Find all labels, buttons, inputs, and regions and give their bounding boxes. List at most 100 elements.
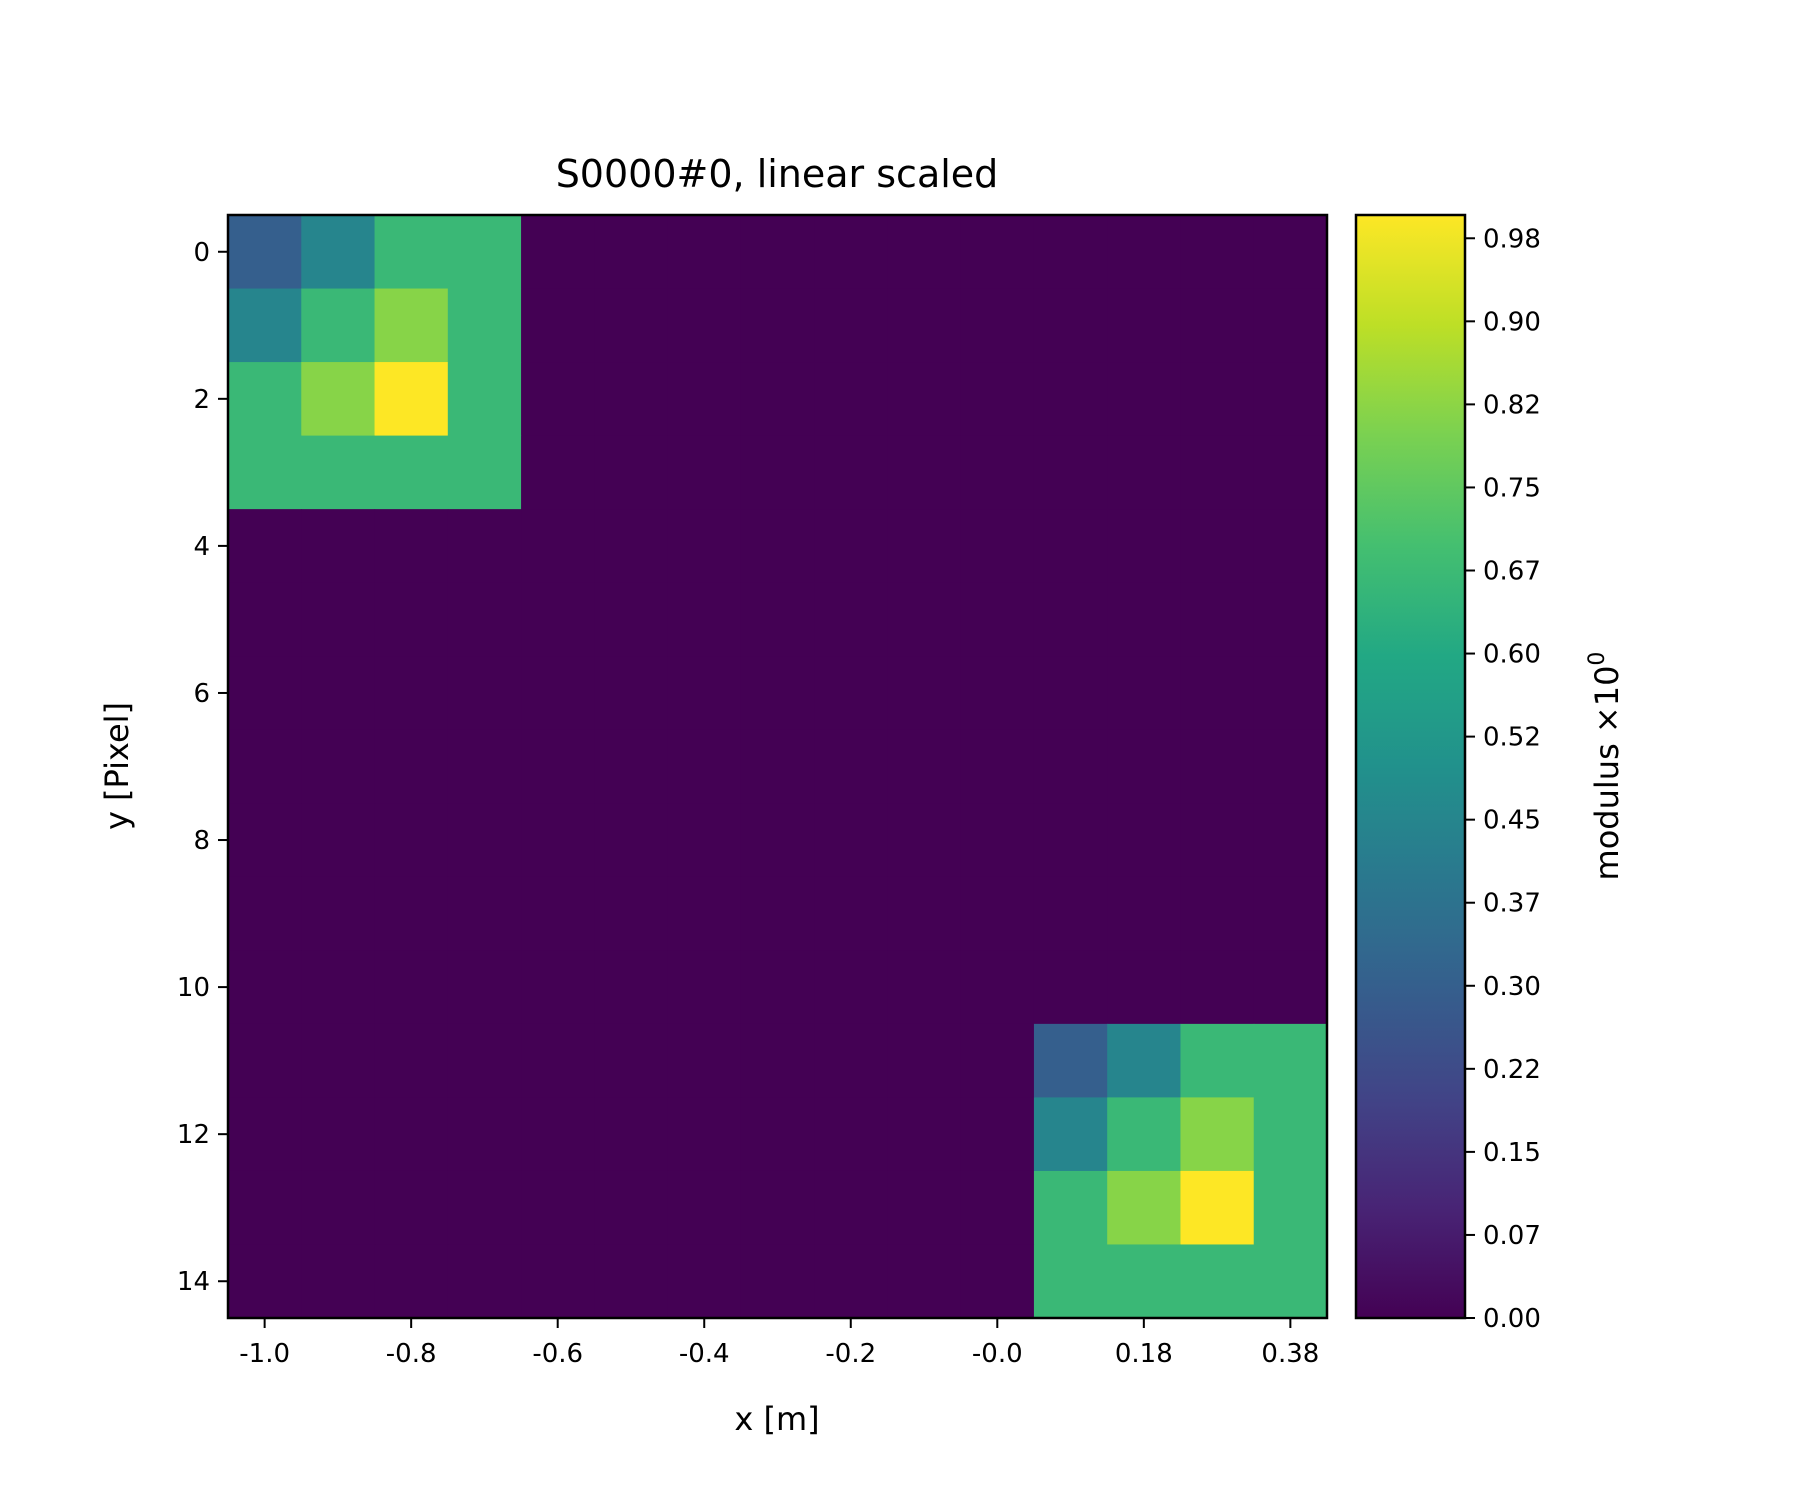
heatmap-cell <box>1253 1170 1328 1246</box>
heatmap-cell <box>301 876 376 951</box>
heatmap-cell <box>594 215 669 290</box>
y-tick-label: 6 <box>193 679 210 709</box>
colorbar-tick-label: 0.98 <box>1483 224 1541 254</box>
heatmap-cell <box>740 288 815 363</box>
heatmap-cell <box>521 1097 595 1172</box>
colorbar <box>1354 213 1467 1320</box>
heatmap-cell <box>301 435 376 510</box>
y-tick-label: 12 <box>177 1120 210 1150</box>
heatmap-cell <box>887 435 962 510</box>
heatmap-cell <box>301 729 376 804</box>
heatmap-cell <box>1180 656 1255 731</box>
heatmap-cell <box>887 288 962 363</box>
heatmap-cell <box>521 876 595 951</box>
heatmap-cell <box>814 435 888 510</box>
heatmap-cell <box>1033 729 1108 804</box>
heatmap-cell <box>521 729 595 804</box>
colorbar-tick-label: 0.75 <box>1483 473 1541 503</box>
heatmap-cell <box>1180 1023 1255 1098</box>
x-tick-label: -0.8 <box>386 1339 437 1369</box>
heatmap-cell <box>1180 288 1255 363</box>
x-tick-label: -1.0 <box>239 1339 290 1369</box>
colorbar-tick-label: 0.45 <box>1483 806 1541 836</box>
heatmap-cell <box>1033 803 1108 878</box>
heatmap-cell <box>228 876 302 951</box>
colorbar-tick-label: 0.07 <box>1483 1221 1541 1251</box>
heatmap-cell <box>1033 582 1108 657</box>
heatmap-cell <box>1253 803 1328 878</box>
colorbar-label-exponent: 0 <box>1585 652 1610 666</box>
heatmap-cell <box>667 1023 742 1098</box>
heatmap-cell <box>301 288 376 363</box>
heatmap-cell <box>228 1170 302 1246</box>
heatmap-cell <box>228 435 302 510</box>
heatmap-cell <box>667 582 742 657</box>
x-axis-label: x [m] <box>734 1400 819 1438</box>
heatmap-cell <box>740 803 815 878</box>
colorbar-tick-label: 0.30 <box>1483 972 1541 1002</box>
heatmap-cell <box>594 509 669 584</box>
heatmap-cell <box>960 509 1035 584</box>
heatmap-cell <box>374 876 449 951</box>
heatmap-cell <box>814 803 888 878</box>
heatmap-cell <box>374 509 449 584</box>
heatmap-cell <box>740 876 815 951</box>
heatmap-cell <box>228 1244 302 1319</box>
heatmap-cell <box>960 435 1035 510</box>
heatmap-cell <box>447 582 522 657</box>
heatmap-cell <box>301 1244 376 1319</box>
heatmap-cell <box>740 1097 815 1172</box>
heatmap-cell <box>1180 950 1255 1025</box>
heatmap-cell <box>594 803 669 878</box>
heatmap-cell <box>447 509 522 584</box>
heatmap-cell <box>447 876 522 951</box>
x-tick-label: -0.0 <box>972 1339 1023 1369</box>
heatmap-cell <box>887 876 962 951</box>
heatmap-cell <box>521 435 595 510</box>
heatmap-cell <box>740 362 815 437</box>
heatmap-cell <box>374 1023 449 1098</box>
heatmap-cell <box>1253 215 1328 290</box>
heatmap-cell <box>1253 729 1328 804</box>
heatmap-cell <box>1253 656 1328 731</box>
heatmap-cell <box>814 729 888 804</box>
heatmap-cell <box>667 435 742 510</box>
heatmap-cell <box>1033 876 1108 951</box>
heatmap-cell <box>447 435 522 510</box>
heatmap-cell <box>594 288 669 363</box>
heatmap-cell <box>960 288 1035 363</box>
colorbar-tick-label: 0.52 <box>1483 723 1541 753</box>
heatmap-cell <box>594 729 669 804</box>
heatmap-cell <box>1107 950 1182 1025</box>
heatmap-cell <box>814 509 888 584</box>
colorbar-tick-label: 0.37 <box>1483 889 1541 919</box>
colorbar-tick-label: 0.90 <box>1483 307 1541 337</box>
heatmap-cell <box>667 362 742 437</box>
heatmap-cell <box>667 288 742 363</box>
heatmap-cell <box>1180 876 1255 951</box>
heatmap-cell <box>228 950 302 1025</box>
heatmap-cell <box>887 582 962 657</box>
heatmap-cell <box>1033 1244 1108 1319</box>
heatmap-cell <box>667 215 742 290</box>
heatmap-cell <box>301 362 376 437</box>
heatmap-cell <box>447 950 522 1025</box>
heatmap-cell <box>814 215 888 290</box>
heatmap-cell <box>1033 288 1108 363</box>
heatmap-cell <box>301 509 376 584</box>
heatmap-cell <box>1033 1023 1108 1098</box>
x-tick-label: 0.38 <box>1261 1339 1319 1369</box>
colorbar-tick-label: 0.82 <box>1483 390 1541 420</box>
heatmap-cell <box>1253 1023 1328 1098</box>
heatmap-cell <box>228 1097 302 1172</box>
heatmap-cell <box>1033 656 1108 731</box>
heatmap-cell <box>960 582 1035 657</box>
y-tick-label: 14 <box>177 1267 210 1297</box>
heatmap-cell <box>594 1244 669 1319</box>
heatmap-cell <box>1107 729 1182 804</box>
heatmap-cell <box>667 656 742 731</box>
heatmap-cell <box>814 1097 888 1172</box>
heatmap-cell <box>1107 1170 1182 1246</box>
heatmap-cell <box>1180 1244 1255 1319</box>
